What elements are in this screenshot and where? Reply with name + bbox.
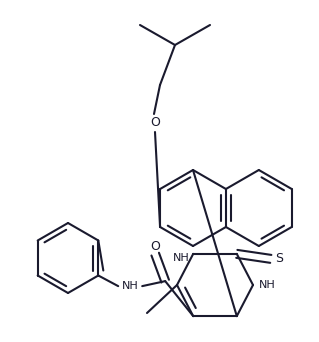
Text: NH: NH [259, 280, 275, 290]
Text: NH: NH [173, 253, 189, 263]
Text: S: S [275, 252, 283, 265]
Text: O: O [150, 117, 160, 130]
Text: O: O [150, 240, 160, 253]
Text: NH: NH [122, 281, 138, 291]
